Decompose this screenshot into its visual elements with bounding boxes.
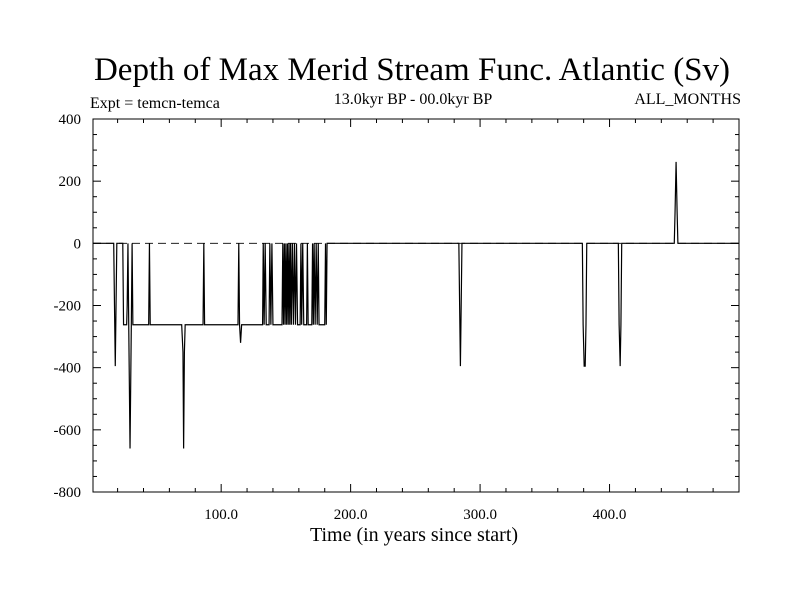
chart-title: Depth of Max Merid Stream Func. Atlantic… <box>94 52 730 88</box>
x-tick-label: 300.0 <box>463 507 497 523</box>
x-tick-labels: 100.0 200.0 300.0 400.0 <box>204 507 626 523</box>
x-tick-label: 400.0 <box>593 507 627 523</box>
y-tick-label: -800 <box>54 485 82 501</box>
chart-subtitle-left: Expt = temcn-temca <box>90 95 220 112</box>
chart-subtitle-right: ALL_MONTHS <box>634 91 741 108</box>
y-tick-label: 400 <box>59 112 82 128</box>
y-tick-label: 200 <box>59 174 82 190</box>
y-tick-label: -200 <box>54 299 82 315</box>
chart-subtitle-center: 13.0kyr BP - 00.0kyr BP <box>334 91 493 108</box>
x-axis-label: Time (in years since start) <box>310 524 518 546</box>
x-tick-label: 100.0 <box>204 507 238 523</box>
axis-ticks <box>93 118 739 493</box>
y-tick-label: -400 <box>54 361 82 377</box>
y-tick-labels: 400 200 0 -200 -400 -600 -800 <box>54 112 82 501</box>
y-tick-label: -600 <box>54 423 82 439</box>
plot-frame <box>92 118 740 493</box>
series-line <box>93 161 739 449</box>
x-tick-label: 200.0 <box>334 507 368 523</box>
y-tick-label: 0 <box>74 236 82 252</box>
